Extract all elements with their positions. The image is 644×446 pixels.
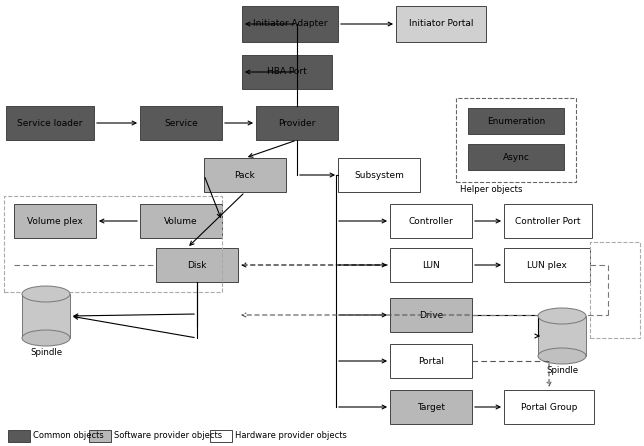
Text: Enumeration: Enumeration <box>487 116 545 125</box>
Bar <box>504 204 592 238</box>
Text: Service: Service <box>164 119 198 128</box>
Text: Spindle: Spindle <box>30 348 62 357</box>
Bar <box>390 390 472 424</box>
Text: Hardware provider objects: Hardware provider objects <box>236 431 347 441</box>
Bar <box>8 430 30 442</box>
Bar <box>456 98 576 182</box>
Text: Controller Port: Controller Port <box>515 216 581 226</box>
Text: Drive: Drive <box>419 310 443 319</box>
Text: Volume: Volume <box>164 216 198 226</box>
Ellipse shape <box>22 330 70 346</box>
Text: Provider: Provider <box>278 119 316 128</box>
Bar <box>4 196 222 292</box>
Text: HBA Port: HBA Port <box>267 67 307 77</box>
Text: Initiator Adapter: Initiator Adapter <box>252 20 327 29</box>
Bar <box>538 316 586 356</box>
Text: Subsystem: Subsystem <box>354 170 404 179</box>
Bar <box>211 430 232 442</box>
Bar <box>338 158 420 192</box>
Bar <box>396 6 486 42</box>
Bar <box>6 106 94 140</box>
Text: Disk: Disk <box>187 260 207 269</box>
Ellipse shape <box>22 286 70 302</box>
Text: LUN plex: LUN plex <box>527 260 567 269</box>
Ellipse shape <box>538 308 586 324</box>
Bar <box>140 106 222 140</box>
Bar <box>242 6 338 42</box>
Text: Portal: Portal <box>418 356 444 366</box>
Bar <box>390 344 472 378</box>
Text: Service loader: Service loader <box>17 119 82 128</box>
Bar <box>390 248 472 282</box>
Text: Spindle: Spindle <box>546 366 578 375</box>
Text: Pack: Pack <box>234 170 256 179</box>
Text: Common objects: Common objects <box>33 431 104 441</box>
Bar <box>14 204 96 238</box>
Text: Controller: Controller <box>409 216 453 226</box>
Bar <box>242 55 332 89</box>
Text: Helper objects: Helper objects <box>460 185 522 194</box>
Bar <box>390 298 472 332</box>
Bar <box>504 248 590 282</box>
Bar <box>504 390 594 424</box>
Text: Async: Async <box>502 153 529 161</box>
Text: Software provider objects: Software provider objects <box>115 431 223 441</box>
Text: LUN: LUN <box>422 260 440 269</box>
Bar <box>256 106 338 140</box>
Ellipse shape <box>538 348 586 364</box>
Bar <box>468 108 564 134</box>
Bar <box>156 248 238 282</box>
Text: Portal Group: Portal Group <box>521 402 577 412</box>
Text: Volume plex: Volume plex <box>27 216 83 226</box>
Bar <box>468 144 564 170</box>
Bar <box>204 158 286 192</box>
Bar <box>590 242 640 338</box>
Bar <box>22 294 70 338</box>
Text: Initiator Portal: Initiator Portal <box>409 20 473 29</box>
Bar <box>90 430 111 442</box>
Bar <box>140 204 222 238</box>
Bar <box>390 204 472 238</box>
Text: Target: Target <box>417 402 445 412</box>
